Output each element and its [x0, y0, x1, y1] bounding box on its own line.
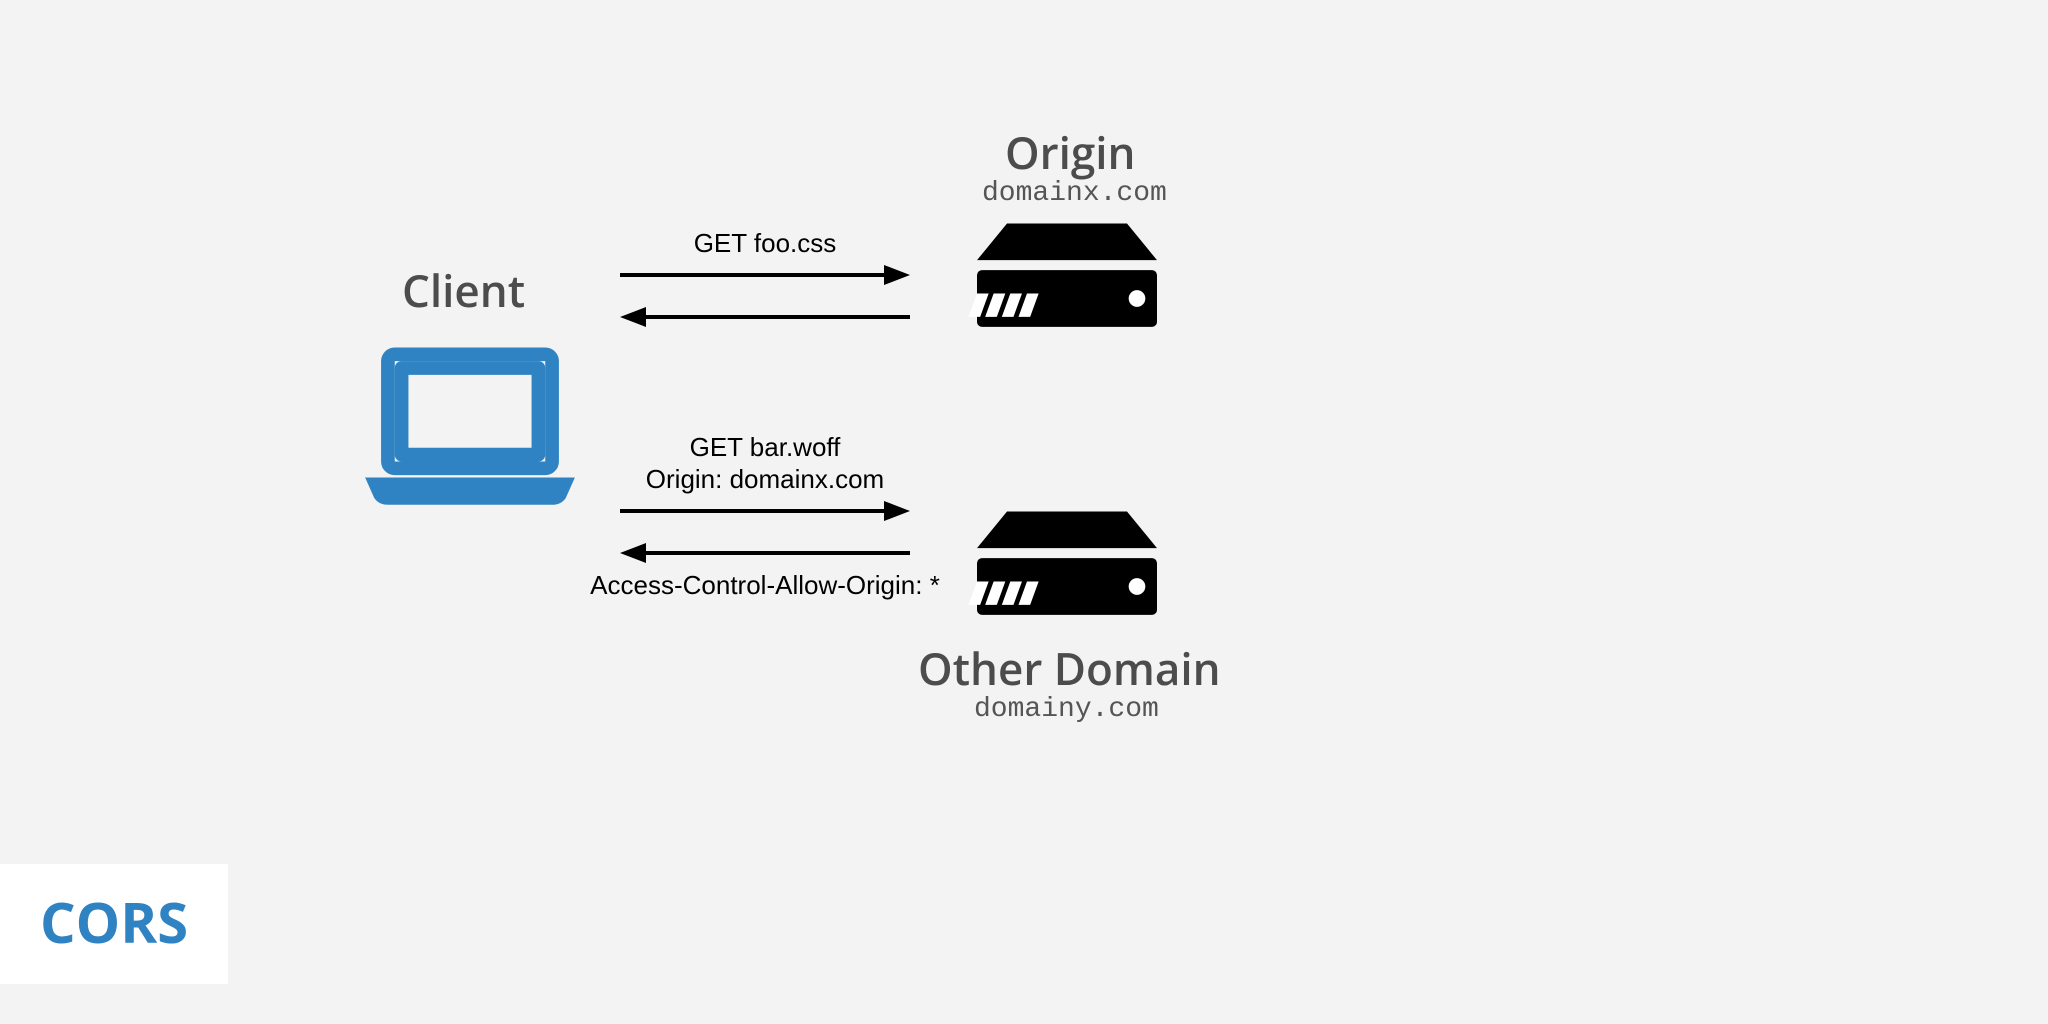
other-domain: domainy.com — [974, 694, 1159, 725]
arrow-res1 — [620, 304, 910, 330]
other-title: Other Domain — [918, 638, 1221, 698]
arrow-req2 — [620, 498, 910, 524]
arrow-res2-label: Access-Control-Allow-Origin: * — [560, 570, 970, 601]
arrow-req1 — [620, 262, 910, 288]
server-icon-other — [967, 508, 1167, 625]
arrow-req2-label2: Origin: domainx.com — [620, 464, 910, 495]
origin-domain: domainx.com — [982, 178, 1167, 209]
laptop-icon — [356, 345, 584, 505]
arrow-res2 — [620, 540, 910, 566]
origin-title: Origin — [1005, 122, 1136, 182]
arrow-req1-label: GET foo.css — [620, 228, 910, 259]
server-icon-origin — [967, 220, 1167, 337]
client-title: Client — [402, 260, 525, 320]
cors-badge: CORS — [0, 864, 228, 984]
arrow-req2-label1: GET bar.woff — [620, 432, 910, 463]
